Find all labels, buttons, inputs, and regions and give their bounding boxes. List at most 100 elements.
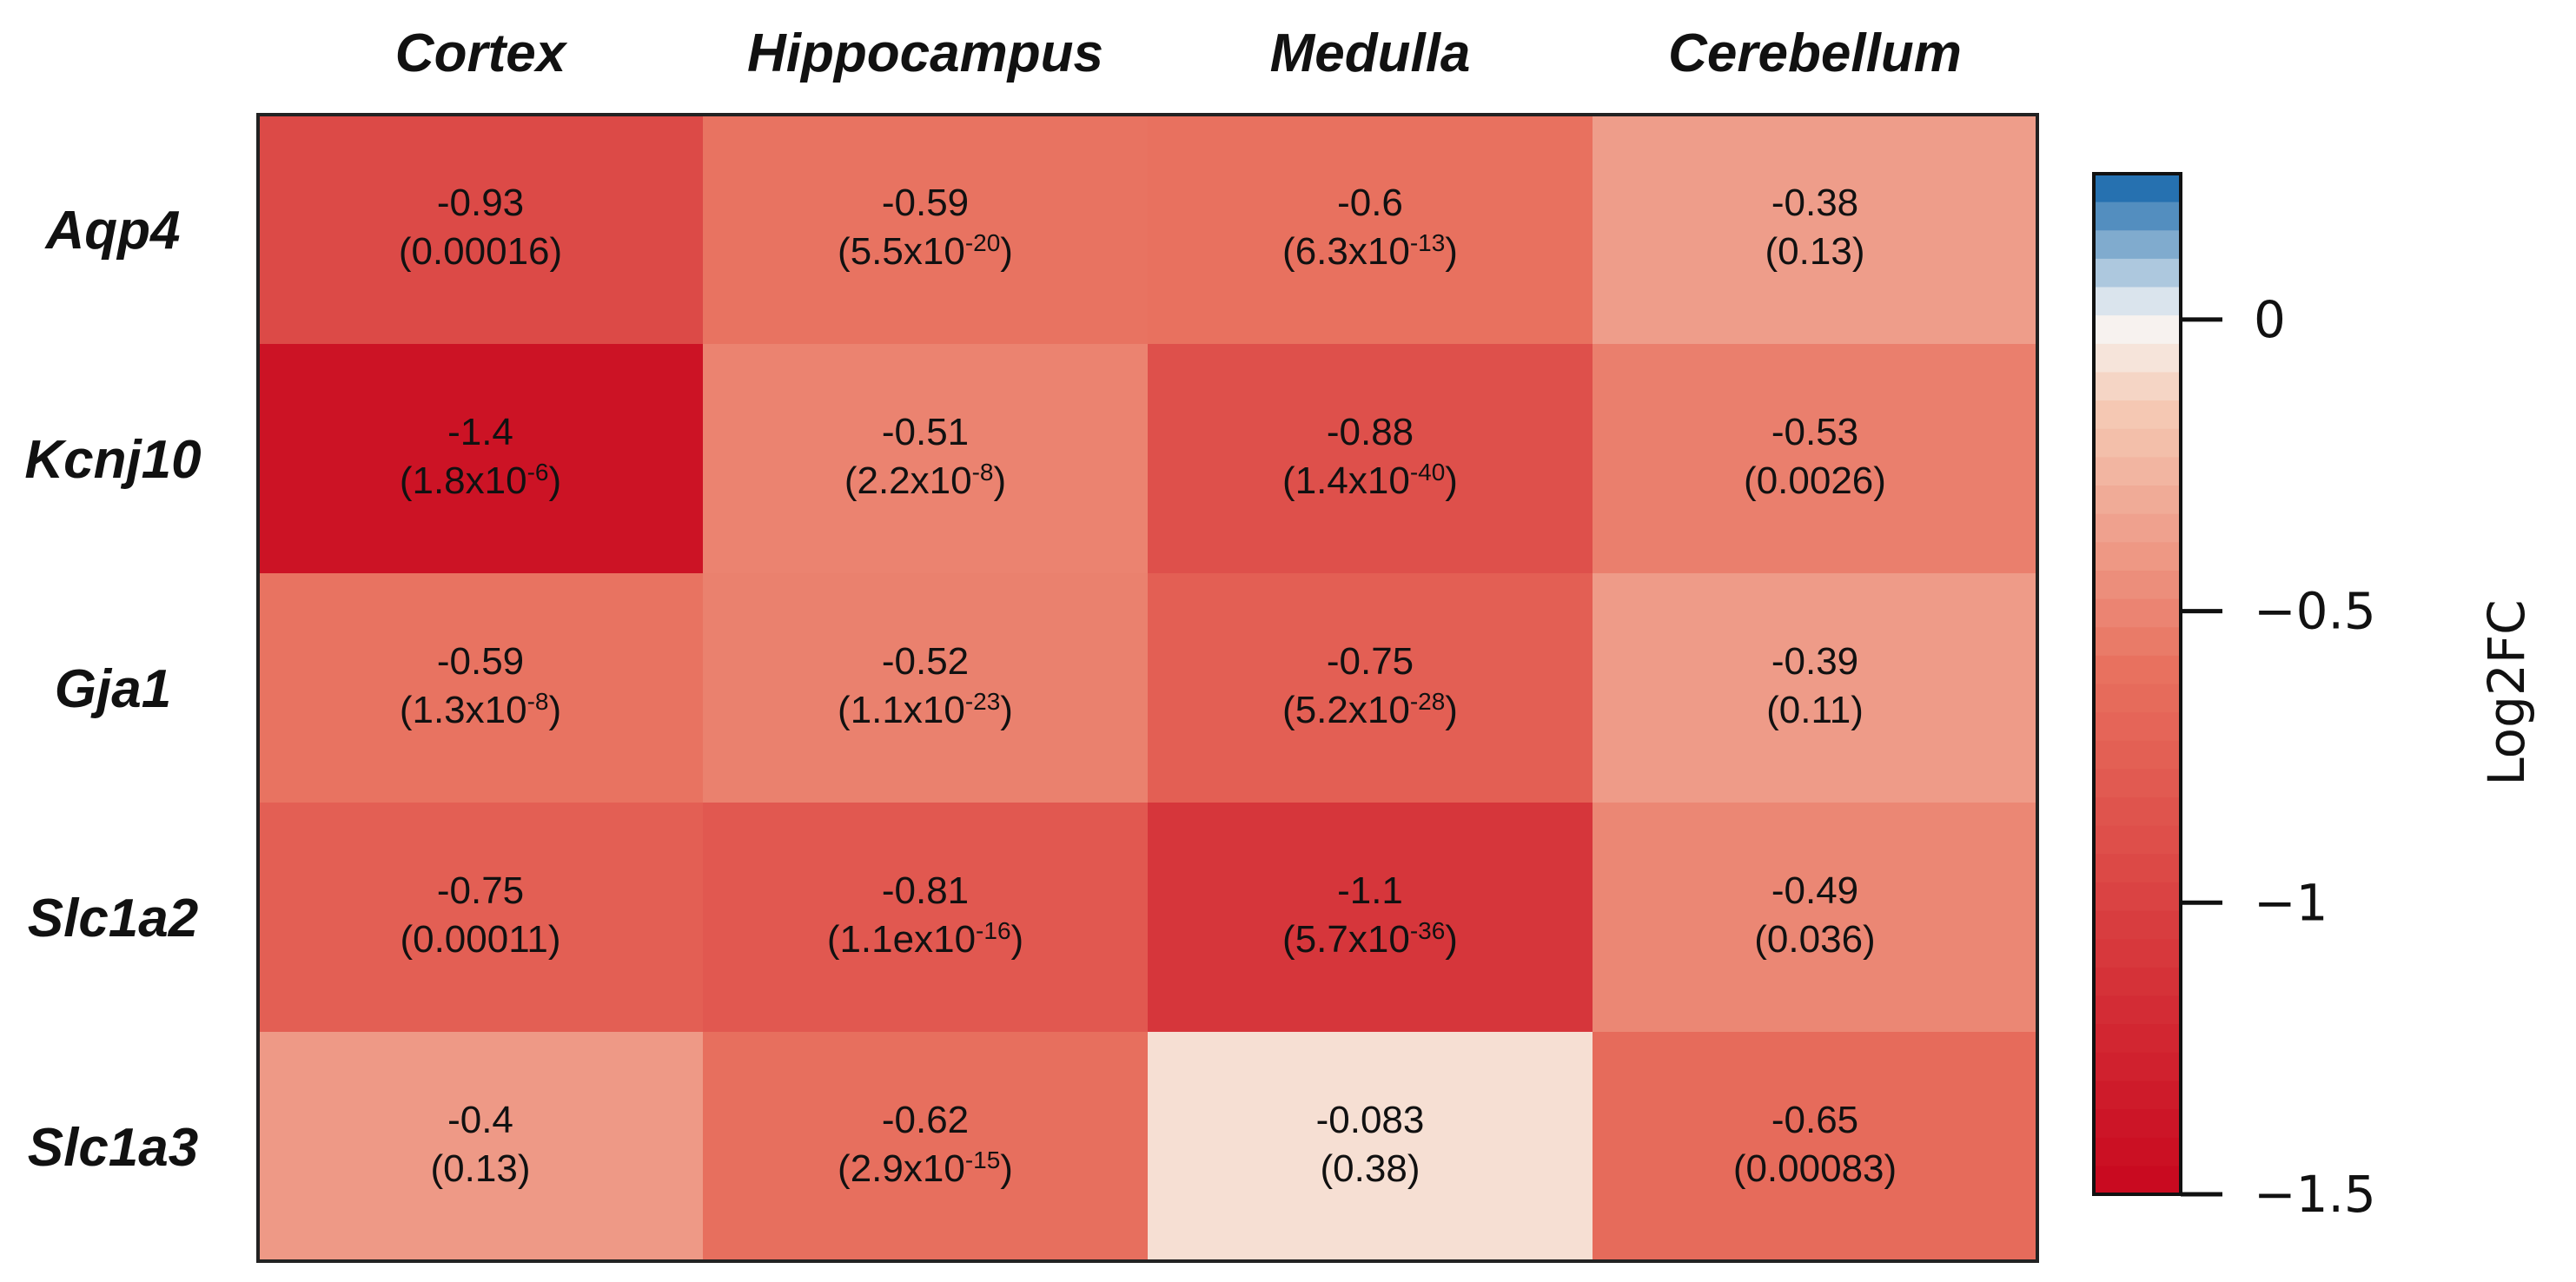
cell-value-label: -0.93: [437, 182, 524, 224]
cell-value-label: -0.65: [1771, 1099, 1858, 1141]
column-label: Cerebellum: [1668, 23, 1962, 83]
heatmap-cell: [703, 573, 1148, 803]
cell-pvalue-label: (5.7x10-36): [1282, 917, 1458, 962]
colorbar-segment: [2094, 542, 2181, 572]
cell-value-label: -1.4: [447, 411, 513, 453]
colorbar-segment: [2094, 939, 2181, 968]
column-label: Cortex: [395, 23, 568, 83]
cell-pvalue-label: (0.13): [1765, 230, 1865, 273]
cell-value-label: -0.59: [437, 640, 524, 683]
cell-pvalue-label: (0.00016): [399, 230, 562, 273]
row-label: Aqp4: [44, 201, 181, 261]
colorbar-segment: [2094, 428, 2181, 459]
row-label: Slc1a2: [28, 889, 199, 948]
heatmap-cell: [258, 1032, 703, 1261]
cell-pvalue-label: (0.036): [1754, 918, 1875, 961]
cell-value-label: -1.1: [1337, 869, 1403, 912]
heatmap-cell: [703, 344, 1148, 573]
colorbar-segment: [2094, 910, 2181, 941]
cell-pvalue-label: (0.13): [431, 1147, 531, 1190]
cell-value-label: -0.083: [1316, 1099, 1425, 1141]
cell-pvalue-label: (1.8x10-6): [400, 459, 561, 503]
colorbar-segment: [2094, 882, 2181, 912]
heatmap-cell: [1593, 1032, 2037, 1261]
colorbar-segment: [2094, 258, 2181, 288]
heatmap-cells: -0.93 (0.00016) -0.59 (5.5x10-20) -0.6 (6.3x1…: [258, 115, 2037, 1261]
colorbar-segment: [2094, 343, 2181, 373]
colorbar-segment: [2094, 1166, 2181, 1195]
cell-pvalue-label: (1.1x10-23): [838, 688, 1013, 732]
colorbar-segment: [2094, 457, 2181, 486]
colorbar-segment: [2094, 486, 2181, 515]
colorbar-tick-label: 0: [2254, 290, 2286, 349]
colorbar-segment: [2094, 315, 2181, 345]
cell-pvalue-label: (6.3x10-13): [1282, 229, 1458, 274]
colorbar-segment: [2094, 1137, 2181, 1167]
cell-pvalue-label: (1.1ex10-16): [827, 917, 1023, 962]
colorbar-segment: [2094, 655, 2181, 685]
cell-value-label: -0.38: [1771, 182, 1858, 224]
column-label: Medulla: [1270, 23, 1471, 83]
heatmap-cell: [1593, 344, 2037, 573]
colorbar-segment: [2094, 1052, 2181, 1082]
heatmap-cell: [1148, 344, 1593, 573]
cell-pvalue-label: (0.11): [1766, 689, 1864, 731]
colorbar-segment: [2094, 1080, 2181, 1110]
cell-pvalue-label: (0.38): [1321, 1147, 1420, 1190]
cell-pvalue-label: (2.2x10-8): [844, 459, 1006, 503]
heatmap-cell: [1148, 803, 1593, 1032]
cell-pvalue-label: (1.4x10-40): [1282, 459, 1458, 503]
colorbar-segment: [2094, 769, 2181, 798]
cell-pvalue-label: (0.00011): [400, 918, 560, 961]
colorbar-segment: [2094, 995, 2181, 1025]
heatmap-cell: [1148, 573, 1593, 803]
column-labels: Cortex Hippocampus Medulla Cerebellum: [395, 23, 1962, 83]
cell-value-label: -0.4: [447, 1099, 513, 1141]
heatmap-cell: [703, 803, 1148, 1032]
cell-value-label: -0.6: [1337, 182, 1403, 224]
colorbar-segment: [2094, 1109, 2181, 1139]
cell-pvalue-label: (5.2x10-28): [1282, 688, 1458, 732]
colorbar-segment: [2094, 797, 2181, 827]
cell-value-label: -0.75: [437, 869, 524, 912]
colorbar-segment: [2094, 598, 2181, 629]
heatmap-cell: [1593, 115, 2037, 344]
row-label: Slc1a3: [28, 1118, 199, 1178]
cell-pvalue-label: (1.3x10-8): [400, 688, 561, 732]
cell-value-label: -0.53: [1771, 411, 1858, 453]
row-label: Gja1: [55, 659, 171, 719]
cell-value-label: -0.52: [882, 640, 969, 683]
heatmap-cell: [258, 344, 703, 573]
colorbar-segment: [2094, 202, 2181, 232]
cell-pvalue-label: (2.9x10-15): [838, 1147, 1013, 1191]
colorbar-segment: [2094, 967, 2181, 997]
cell-pvalue-label: (5.5x10-20): [838, 229, 1013, 274]
colorbar: 0 −0.5 −1 −1.5 Log2FC: [2092, 172, 2536, 1224]
row-labels: Aqp4 Kcnj10 Gja1 Slc1a2 Slc1a3: [24, 201, 201, 1178]
cell-value-label: -0.49: [1771, 869, 1858, 912]
colorbar-segment: [2094, 174, 2181, 203]
colorbar-segment: [2094, 1024, 2181, 1054]
cell-value-label: -0.81: [882, 869, 969, 912]
heatmap-cell: [703, 1032, 1148, 1261]
colorbar-segment: [2094, 854, 2181, 883]
heatmap-cell: [703, 115, 1148, 344]
cell-value-label: -0.62: [882, 1099, 969, 1141]
heatmap-cell: [258, 803, 703, 1032]
heatmap-frame: [256, 113, 2039, 1263]
cell-pvalue-label: (0.00083): [1733, 1147, 1897, 1190]
colorbar-border: [2092, 172, 2182, 1196]
colorbar-segment: [2094, 825, 2181, 856]
heatmap-cell: [1593, 573, 2037, 803]
cell-value-label: -0.75: [1327, 640, 1414, 683]
heatmap-cell: [258, 115, 703, 344]
column-label: Hippocampus: [747, 23, 1103, 83]
colorbar-segment: [2094, 684, 2181, 713]
heatmap-cell: [1148, 1032, 1593, 1261]
colorbar-segment: [2094, 712, 2181, 742]
colorbar-segment: [2094, 627, 2181, 657]
colorbar-segment: [2094, 287, 2181, 316]
row-label: Kcnj10: [24, 430, 201, 490]
cell-value-label: -0.59: [882, 182, 969, 224]
